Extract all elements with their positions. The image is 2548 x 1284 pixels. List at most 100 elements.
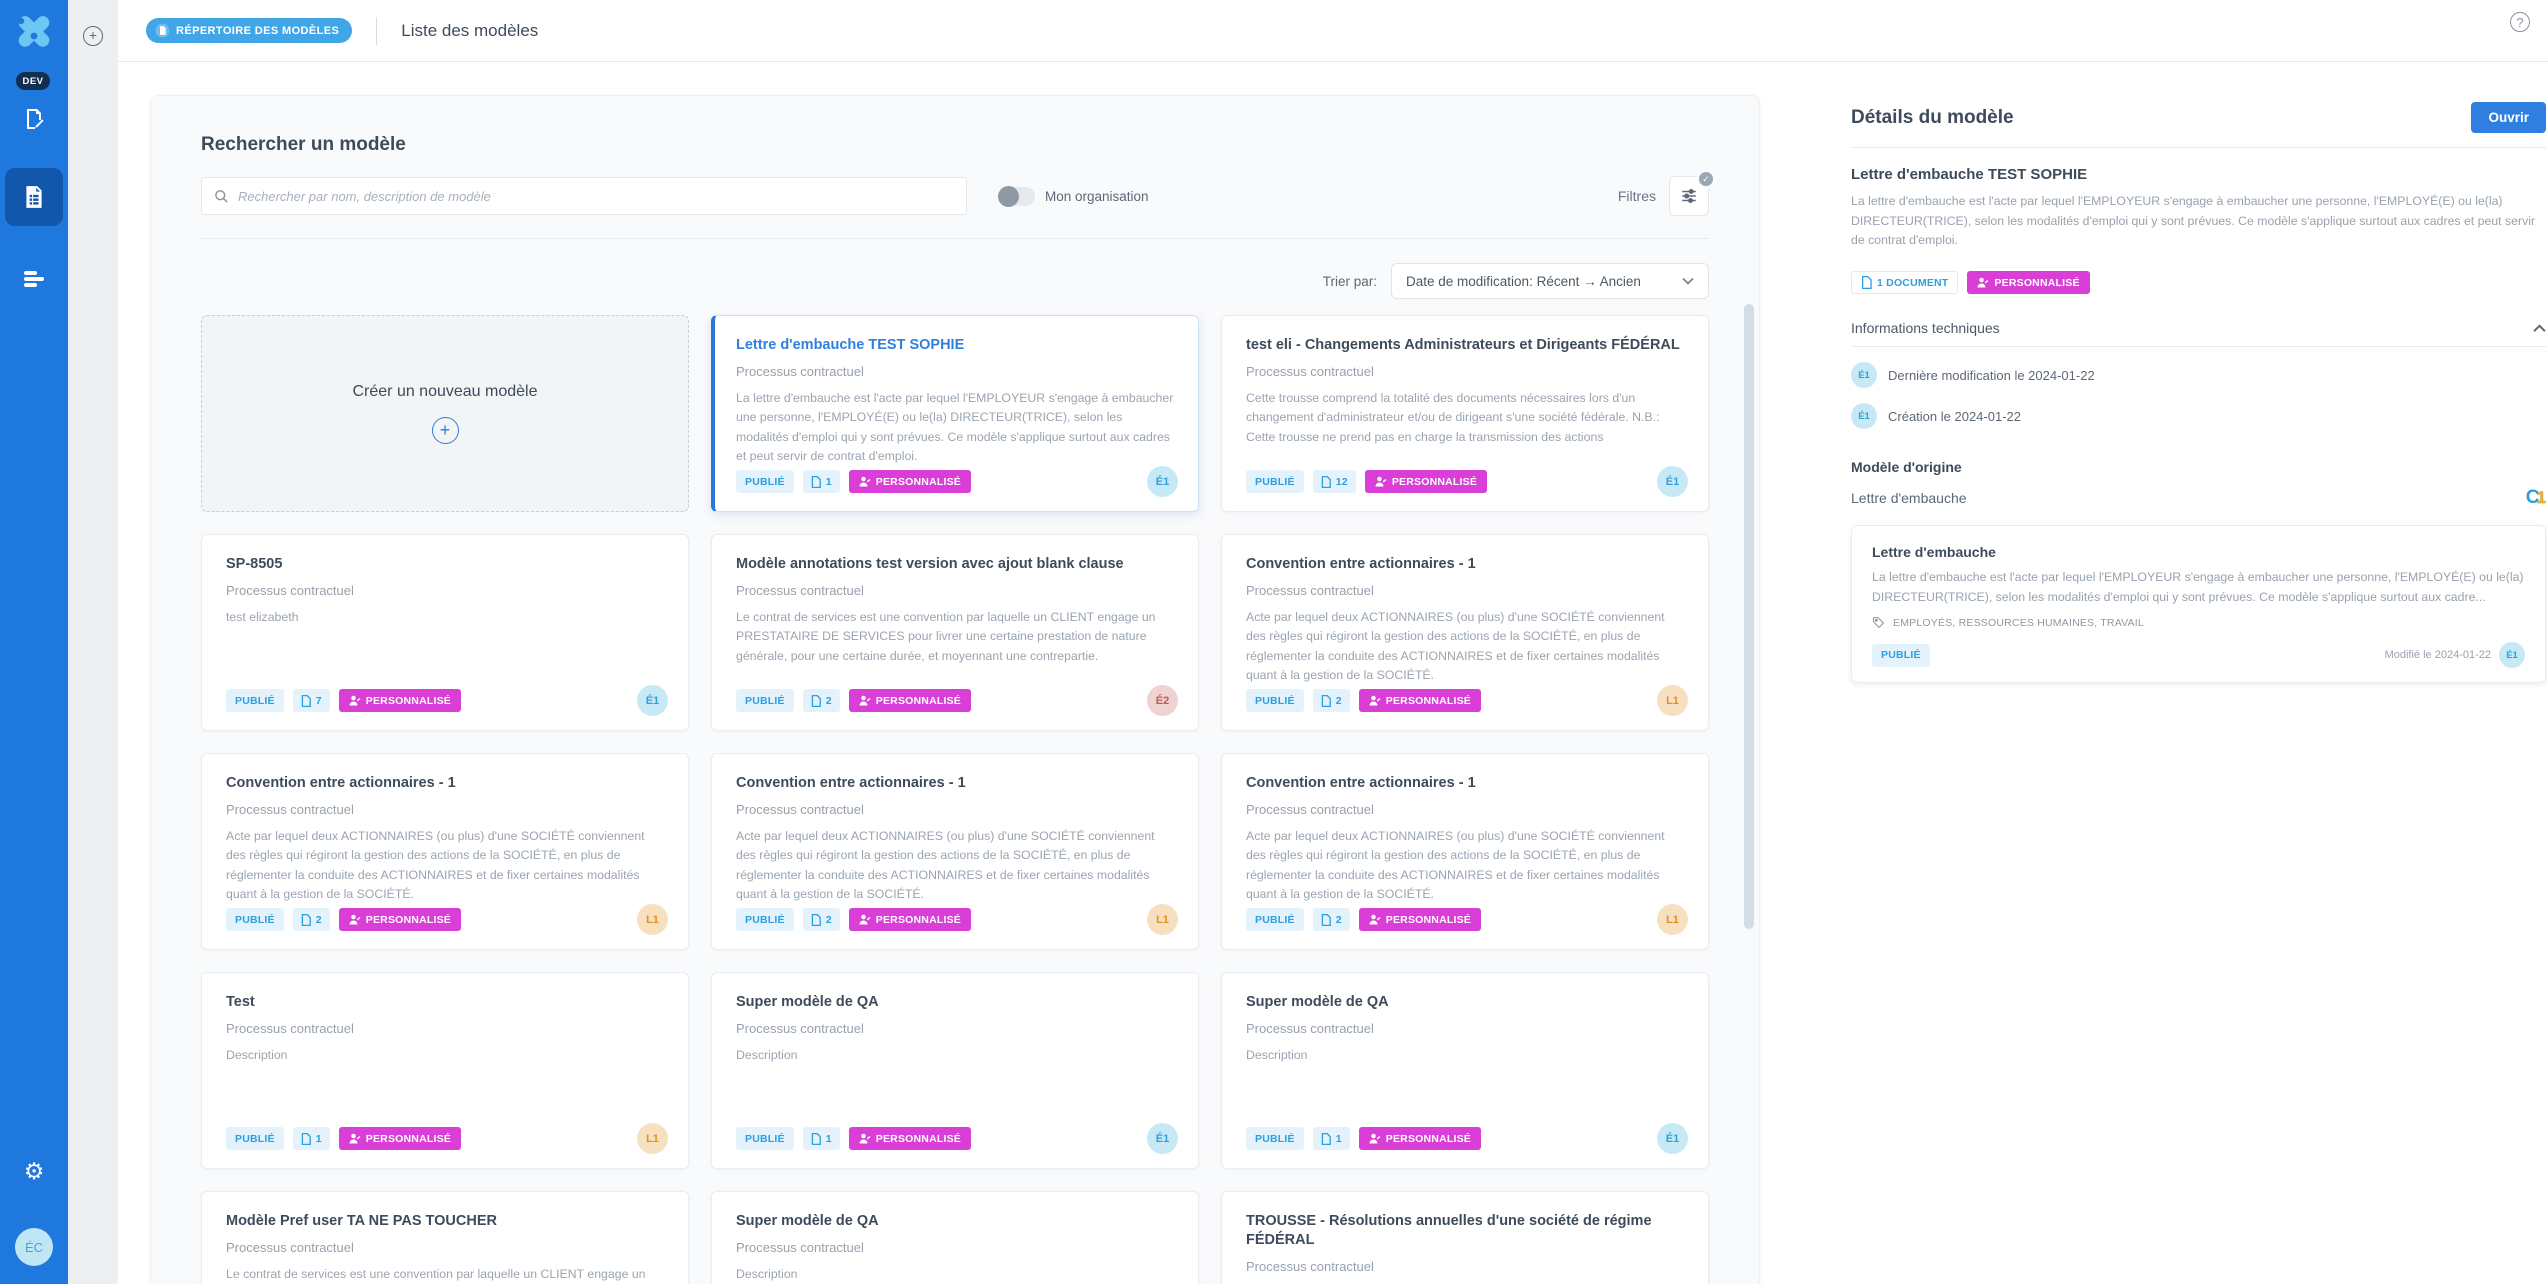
sort-row: Trier par: Date de modification: Récent … xyxy=(201,263,1709,299)
model-card-category: Processus contractuel xyxy=(1246,1020,1374,1036)
sidebar-item-document-edit[interactable] xyxy=(0,95,68,143)
avatar: L1 xyxy=(637,1123,668,1154)
tag-icon xyxy=(1873,617,1885,629)
model-card-title: TROUSSE - Résolutions annuelles d'une so… xyxy=(1246,1213,1652,1248)
search-row: Mon organisation Filtres ✓ xyxy=(201,170,1715,216)
doc-count: 12 xyxy=(1335,475,1348,488)
doc-count: 1 xyxy=(825,475,832,488)
document-icon xyxy=(301,913,311,926)
user-avatar[interactable]: ÉC xyxy=(15,1228,53,1266)
search-input[interactable] xyxy=(238,188,954,204)
breadcrumb-app-label: RÉPERTOIRE DES MODÈLES xyxy=(176,24,340,37)
model-card[interactable]: Super modèle de QA Processus contractuel… xyxy=(1221,972,1709,1169)
model-card-badges: PUBLIÉ 7 PERSONNALISÉ É1 xyxy=(226,685,668,716)
model-card-category: Processus contractuel xyxy=(1246,582,1374,598)
model-card[interactable]: Modèle annotations test version avec ajo… xyxy=(711,534,1199,731)
model-card[interactable]: Modèle Pref user TA NE PAS TOUCHER Proce… xyxy=(201,1191,689,1284)
origin-card-description: La lettre d'embauche est l'acte par lequ… xyxy=(1872,570,2524,604)
toggle-track[interactable] xyxy=(998,185,1035,207)
sidebar-item-list[interactable] xyxy=(0,255,68,303)
details-divider xyxy=(1851,147,2546,148)
model-card-title: Convention entre actionnaires - 1 xyxy=(736,775,966,791)
avatar: É1 xyxy=(1657,466,1688,497)
origin-model-card[interactable]: Lettre d'embauche La lettre d'embauche e… xyxy=(1851,525,2546,684)
model-card-category: Processus contractuel xyxy=(226,582,354,598)
tech-info-title: Informations techniques xyxy=(1851,320,2000,337)
status-badge: PUBLIÉ xyxy=(736,470,794,493)
model-card-title: Lettre d'embauche TEST SOPHIE xyxy=(736,337,965,353)
personalized-badge: PERSONNALISÉ xyxy=(1358,689,1482,712)
add-icon[interactable]: + xyxy=(83,26,103,46)
env-badge: DEV xyxy=(16,72,50,90)
avatar: É1 xyxy=(1657,1123,1688,1154)
status-badge: PUBLIÉ xyxy=(226,1127,284,1150)
model-card-description: Acte par lequel deux ACTIONNAIRES (ou pl… xyxy=(736,828,1155,902)
model-card-category: Processus contractuel xyxy=(1246,1258,1374,1274)
model-card-title: test eli - Changements Administrateurs e… xyxy=(1246,337,1680,353)
model-card[interactable]: Convention entre actionnaires - 1 Proces… xyxy=(201,753,689,950)
personalized-badge-label: PERSONNALISÉ xyxy=(875,1132,962,1145)
app-logo-icon[interactable] xyxy=(11,13,57,59)
model-card[interactable]: TROUSSE - Résolutions annuelles d'une so… xyxy=(1221,1191,1709,1284)
model-card-category: Processus contractuel xyxy=(736,363,864,379)
sidebar: DEV ⚙ ÉC xyxy=(0,0,68,1284)
document-icon xyxy=(1861,276,1872,290)
person-icon xyxy=(349,1133,361,1144)
panel-scrollbar[interactable] xyxy=(1744,304,1754,929)
person-icon xyxy=(1369,695,1381,706)
personalized-badge: PERSONNALISÉ xyxy=(338,908,462,931)
model-card-description: Description xyxy=(736,1047,798,1062)
model-card[interactable]: Super modèle de QA Processus contractuel… xyxy=(711,1191,1199,1284)
secondary-rail: + xyxy=(68,0,118,1284)
create-model-label: Créer un nouveau modèle xyxy=(352,383,538,400)
document-icon xyxy=(1321,913,1331,926)
open-button[interactable]: Ouvrir xyxy=(2471,102,2546,133)
toggle-knob xyxy=(998,185,1019,207)
chevron-up-icon[interactable] xyxy=(2533,323,2546,333)
model-card[interactable]: Convention entre actionnaires - 1 Proces… xyxy=(711,753,1199,950)
details-title: Détails du modèle xyxy=(1851,106,2014,128)
model-card[interactable]: Test Processus contractuel Description P… xyxy=(201,972,689,1169)
my-organisation-toggle[interactable]: Mon organisation xyxy=(998,185,1149,207)
status-badge: PUBLIÉ xyxy=(736,1127,794,1150)
search-box[interactable] xyxy=(201,177,967,215)
model-card-badges: PUBLIÉ 2 PERSONNALISÉ L1 xyxy=(1246,685,1688,716)
sidebar-item-templates-active[interactable] xyxy=(5,168,63,226)
person-icon xyxy=(859,914,871,925)
model-card[interactable]: Super modèle de QA Processus contractuel… xyxy=(711,972,1199,1169)
model-card-title: Convention entre actionnaires - 1 xyxy=(1246,556,1476,572)
model-card-title: Convention entre actionnaires - 1 xyxy=(226,775,456,791)
status-badge: PUBLIÉ xyxy=(736,689,794,712)
settings-gear-icon[interactable]: ⚙ xyxy=(23,1159,45,1185)
model-card-badges: PUBLIÉ 1 PERSONNALISÉ É1 xyxy=(736,1123,1178,1154)
model-card[interactable]: Convention entre actionnaires - 1 Proces… xyxy=(1221,753,1709,950)
personalized-badge-label: PERSONNALISÉ xyxy=(365,694,452,707)
details-model-title: Lettre d'embauche TEST SOPHIE xyxy=(1851,166,2088,183)
status-badge: PUBLIÉ xyxy=(1872,643,1930,667)
breadcrumb-app-badge[interactable]: RÉPERTOIRE DES MODÈLES xyxy=(146,18,353,43)
document-count-badge: 2 xyxy=(1312,908,1350,931)
sort-select[interactable]: Date de modification: Récent → Ancien xyxy=(1391,263,1709,299)
model-card[interactable]: Convention entre actionnaires - 1 Proces… xyxy=(1221,534,1709,731)
filters-button[interactable]: ✓ xyxy=(1669,170,1715,216)
model-card[interactable]: SP-8505 Processus contractuel test eliza… xyxy=(201,534,689,731)
personalized-badge: PERSONNALISÉ xyxy=(1358,1127,1482,1150)
avatar: É1 xyxy=(1851,362,1877,389)
model-card-title: Super modèle de QA xyxy=(736,994,879,1010)
model-card[interactable]: Lettre d'embauche TEST SOPHIE Processus … xyxy=(711,315,1199,512)
model-card-title: Super modèle de QA xyxy=(736,1213,879,1229)
modified-meta-row: É1 Dernière modification le 2024-01-22 xyxy=(1851,362,2546,389)
avatar: É1 xyxy=(1851,403,1877,430)
doc-count: 2 xyxy=(1335,694,1342,707)
model-card-description: Description xyxy=(226,1047,288,1062)
filters-active-badge: ✓ xyxy=(1697,170,1715,188)
model-card-description: Acte par lequel deux ACTIONNAIRES (ou pl… xyxy=(226,828,645,902)
doc-count: 1 xyxy=(1335,1132,1342,1145)
document-icon xyxy=(1321,694,1331,707)
search-icon xyxy=(215,189,228,203)
document-icon xyxy=(301,694,311,707)
help-icon[interactable]: ? xyxy=(2510,12,2530,32)
person-icon xyxy=(859,1133,871,1144)
create-model-card[interactable]: Créer un nouveau modèle + xyxy=(201,315,689,512)
model-card[interactable]: test eli - Changements Administrateurs e… xyxy=(1221,315,1709,512)
